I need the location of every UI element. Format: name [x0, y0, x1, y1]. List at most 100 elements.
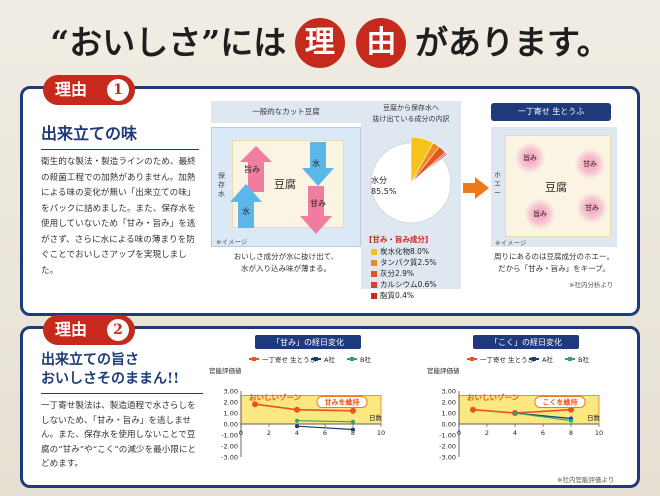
data-point [294, 406, 300, 413]
legend-label: A社 [542, 355, 553, 364]
pie-label-line2: 抜け出ている成分の内訳 [372, 115, 450, 123]
flow-arrows [230, 142, 334, 234]
component-swatch [371, 271, 377, 277]
pie-water-label: 水分 [371, 176, 387, 185]
y-axis-label: 官能評価値 [209, 366, 242, 375]
component-text: タンパク質2.5% [380, 258, 437, 267]
y-tick-label: 0.00 [442, 421, 456, 429]
data-point [569, 418, 573, 423]
pie-water-text: 水分 85.5% [371, 175, 396, 197]
whey-label: ホエー [494, 171, 501, 197]
legend-marker [568, 357, 572, 361]
x-tick-label: 2 [485, 429, 489, 437]
pie-label-line1: 豆腐から保存水へ [383, 104, 439, 112]
y-tick-label: -1.00 [221, 432, 238, 440]
x-tick-label: 4 [295, 429, 299, 437]
reason2-title-line1: 出来立ての旨さ [41, 352, 139, 368]
component-swatch [371, 249, 377, 255]
component-item: 脂質0.4% [371, 290, 437, 301]
component-text: カルシウム0.6% [380, 280, 437, 289]
generic-caption-line2: 水が入り込み味が薄まる。 [241, 264, 331, 273]
callout-bubble [316, 396, 368, 408]
y-tick-label: 2.00 [224, 399, 238, 407]
arrow-right-icon [463, 177, 489, 199]
reason2-body: 一丁寄せ製法は、製造過程で水さらしをしないため、「甘み・旨み」を逃しません。また… [41, 401, 197, 469]
reason2-tab-number: 2 [107, 319, 129, 341]
reason1-panel: 理由 1 出来立ての味 衛生的な製法・製造ラインのため、最終の殺菌工程での加熱が… [20, 75, 640, 316]
chart-title-bg [473, 335, 579, 349]
y-tick-label: 1.00 [224, 410, 238, 418]
component-text: 炭水化物8.0% [380, 247, 430, 256]
umami-out-arrow [240, 146, 272, 192]
y-tick-label: 3.00 [442, 388, 456, 396]
component-item: 灰分2.9% [371, 268, 437, 279]
generic-caption-line1: おいしさ成分が水に抜け出て、 [233, 252, 339, 261]
ichicho-label: 一丁寄せ 生とうふ [491, 103, 611, 121]
headline-part2: があります。 [415, 23, 610, 62]
pie-water-value: 85.5% [371, 187, 397, 196]
legend-label: 一丁寄せ 生とうふ [480, 355, 535, 364]
data-point [470, 406, 476, 413]
umami-dot: 旨み [515, 143, 545, 173]
reason1-source: ※社内分析より [569, 281, 614, 289]
data-point [252, 401, 258, 408]
reason2-source: ※社内官能評価より [557, 476, 615, 484]
data-point [295, 424, 299, 429]
reason1-title: 出来立ての味 [41, 124, 138, 143]
pie-slice [410, 153, 448, 184]
chart-title: 「こく」の経日変化 [490, 337, 562, 347]
legend-marker [470, 357, 474, 361]
zone-label: おいしいゾーン [467, 393, 520, 402]
water-label-2: 水 [242, 207, 250, 216]
reason1-tab-number: 1 [107, 79, 129, 101]
amami-out-arrow [300, 186, 332, 234]
reason2-title: 出来立ての旨さ おいしさそのままん!! [41, 351, 179, 389]
legend-marker [532, 357, 536, 361]
reason2-tab: 理由 2 [43, 315, 135, 345]
reason1-tab: 理由 1 [43, 75, 135, 105]
composition-pie [370, 136, 452, 224]
legend-marker [314, 357, 318, 361]
ichicho-caption-line2: だから「甘み・旨み」をキープ。 [498, 264, 610, 273]
pie-panel-label: 豆腐から保存水へ 抜け出ている成分の内訳 [361, 103, 461, 125]
ichicho-tofu-label: 豆腐 [545, 181, 567, 194]
component-item: タンパク質2.5% [371, 257, 437, 268]
legend-label: B社 [578, 355, 589, 364]
component-swatch [371, 293, 377, 299]
x-tick-label: 0 [239, 429, 243, 437]
x-tick-label: 6 [541, 429, 545, 437]
callout-label: こくを維持 [543, 398, 578, 407]
reason1-tab-label: 理由 [55, 80, 88, 99]
component-swatch [371, 282, 377, 288]
y-tick-label: -3.00 [221, 454, 238, 462]
headline-char1: 理 [294, 18, 345, 68]
data-point [351, 419, 355, 424]
legend-marker [350, 357, 354, 361]
water-in-arrow-2 [230, 184, 262, 228]
x-tick-label: 8 [569, 429, 573, 437]
component-swatch [371, 260, 377, 266]
y-tick-label: -2.00 [439, 443, 456, 451]
tofu-label: 豆腐 [274, 178, 296, 191]
x-tick-label: 10 [595, 429, 603, 437]
callout-bubble [534, 396, 586, 408]
reason2-panel: 理由 2 出来立ての旨さ おいしさそのままん!! 一丁寄せ製法は、製造過程で水さ… [20, 315, 640, 488]
zone-label: おいしいゾーン [249, 393, 302, 402]
reason2-title-line2: おいしさそのままん!! [41, 371, 180, 387]
water-in-arrow-1 [302, 142, 334, 186]
y-tick-label: 3.00 [224, 388, 238, 396]
generic-caption: おいしさ成分が水に抜け出て、 水が入り込み味が薄まる。 [211, 251, 361, 275]
legend-label: A社 [324, 355, 335, 364]
amami-dot: 甘み [575, 149, 605, 179]
amami-dot: 甘み [577, 193, 607, 223]
headline-part1: “おいしさ”には [50, 23, 287, 62]
x-tick-label: 10 [377, 429, 385, 437]
x-tick-label: 8 [351, 429, 355, 437]
y-tick-label: 0.00 [224, 421, 238, 429]
y-tick-label: 1.00 [442, 410, 456, 418]
preserve-water-label: 保存水 [218, 172, 225, 198]
series-line [514, 412, 572, 422]
amami-label: 甘み [310, 199, 326, 208]
